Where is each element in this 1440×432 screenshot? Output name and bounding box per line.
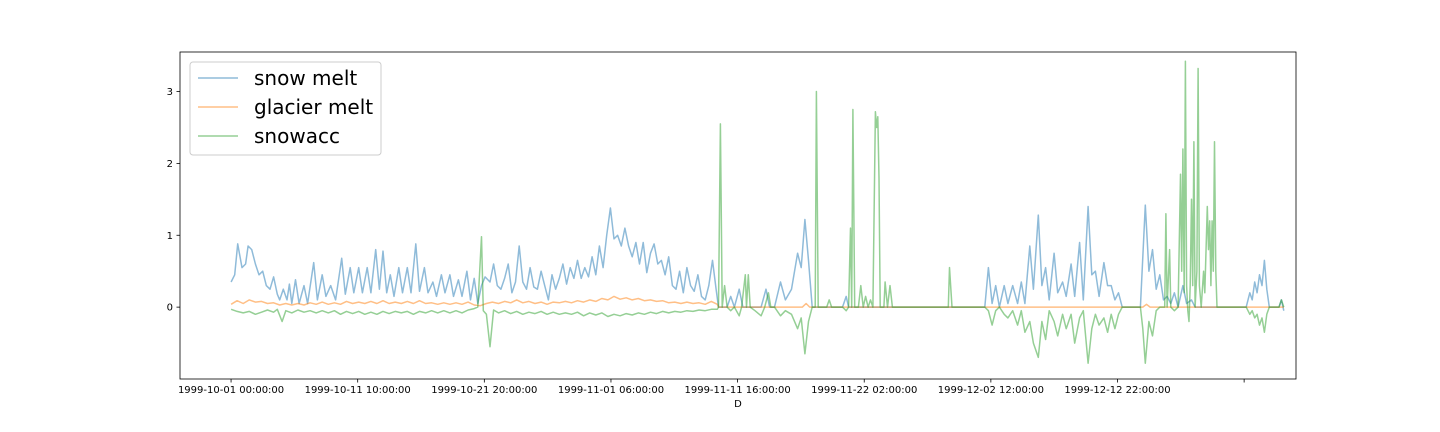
x-tick-label: 1999-10-21 20:00:00: [431, 385, 537, 396]
legend-label-snow-melt: snow melt: [254, 66, 357, 90]
x-tick-label: 1999-11-22 02:00:00: [811, 385, 917, 396]
x-tick-label: 1999-11-01 06:00:00: [558, 385, 664, 396]
y-tick-label: 0: [167, 303, 173, 314]
legend-label-snowacc: snowacc: [254, 124, 340, 148]
x-axis: 1999-10-01 00:00:00 1999-10-11 10:00:00 19…: [178, 379, 1245, 396]
series-line-snowacc: [230, 60, 1285, 364]
series-layer: [230, 60, 1285, 364]
legend-label-glacier-melt: glacier melt: [254, 95, 373, 119]
series-line-snow-melt: [230, 204, 1285, 311]
y-tick-label: 3: [167, 87, 173, 98]
series-line-glacier-melt: [230, 295, 1284, 308]
x-tick-label: 1999-12-02 12:00:00: [938, 385, 1044, 396]
legend: snow melt glacier melt snowacc: [189, 61, 382, 156]
x-axis-label: D: [734, 399, 742, 410]
x-tick-label: 1999-12-12 22:00:00: [1064, 385, 1170, 396]
y-tick-label: 1: [167, 231, 173, 242]
y-axis: 0 1 2 3: [167, 87, 180, 314]
legend-box: [189, 61, 382, 156]
x-tick-label: 1999-10-11 10:00:00: [305, 385, 411, 396]
x-tick-label: 1999-11-11 16:00:00: [684, 385, 790, 396]
y-tick-label: 2: [167, 159, 173, 170]
axes-frame: [179, 51, 1297, 380]
x-tick-label: 1999-10-01 00:00:00: [178, 385, 284, 396]
